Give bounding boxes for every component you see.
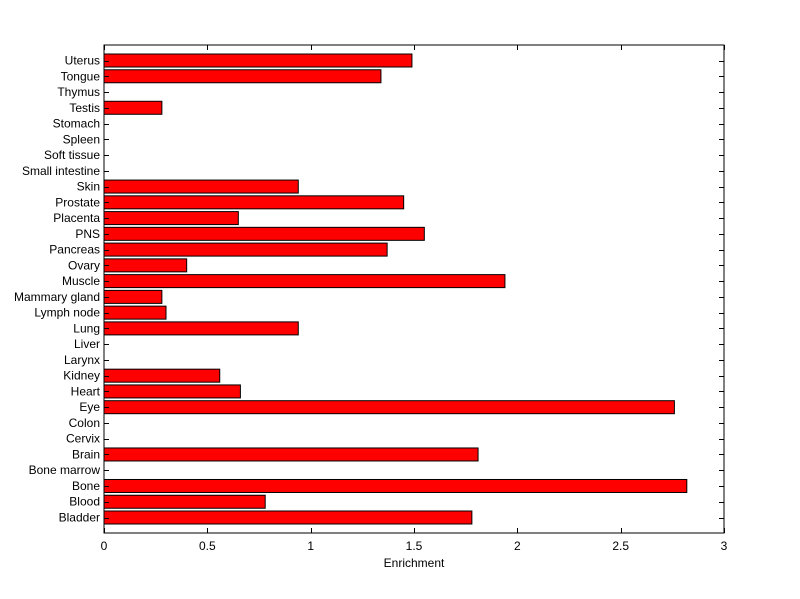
y-tick-label: Colon: [69, 416, 100, 430]
y-tick-label: Prostate: [55, 195, 100, 209]
y-tick-label: Tongue: [61, 69, 101, 83]
x-tick-label: 1: [307, 539, 314, 553]
bar-lung: [103, 321, 299, 336]
y-tick-label: Kidney: [63, 369, 100, 383]
y-tick-label: Liver: [74, 337, 100, 351]
bar-tongue: [103, 69, 382, 84]
bar-bladder: [103, 510, 473, 525]
y-tick-label: Pancreas: [49, 243, 100, 257]
bar-uterus: [103, 53, 413, 68]
bar-brain: [103, 447, 479, 462]
y-tick-label: Ovary: [68, 258, 100, 272]
y-tick-label: Larynx: [64, 353, 100, 367]
y-tick-label: Skin: [77, 180, 100, 194]
bar-muscle: [103, 274, 506, 289]
bar-ovary: [103, 258, 188, 273]
y-tick-label: Stomach: [53, 117, 100, 131]
x-ticks-group: 0 0.5 1 1.5 2 2.5 3: [101, 45, 728, 553]
y-tick-label: Blood: [69, 495, 100, 509]
bar-lymph-node: [103, 305, 167, 320]
bar-testis: [103, 100, 163, 115]
bar-blood: [103, 494, 266, 509]
y-tick-label: PNS: [75, 227, 100, 241]
y-tick-label: Uterus: [65, 54, 100, 68]
bar-skin: [103, 179, 299, 194]
y-tick-label: Soft tissue: [44, 148, 100, 162]
y-tick-label: Brain: [72, 447, 100, 461]
y-tick-label: Lung: [73, 321, 100, 335]
bar-eye: [103, 400, 675, 415]
bar-placenta: [103, 211, 239, 226]
bar-heart: [103, 384, 241, 399]
y-tick-label: Spleen: [63, 132, 100, 146]
y-tick-label: Lymph node: [34, 306, 100, 320]
x-tick-label: 0: [101, 539, 108, 553]
y-tick-label: Muscle: [62, 274, 100, 288]
bar-mammary-gland: [103, 289, 163, 304]
x-axis-label: Enrichment: [384, 556, 445, 570]
y-tick-label: Small intestine: [22, 164, 100, 178]
y-tick-label: Placenta: [53, 211, 100, 225]
bar-prostate: [103, 195, 405, 210]
y-tick-label: Bladder: [59, 511, 100, 525]
y-tick-label: Bone: [72, 479, 100, 493]
y-tick-label: Mammary gland: [14, 290, 100, 304]
y-tick-label: Thymus: [57, 85, 100, 99]
y-tick-label: Heart: [71, 384, 101, 398]
plot-frame: [103, 44, 725, 534]
x-tick-label: 2: [514, 539, 521, 553]
bar-pancreas: [103, 242, 388, 257]
x-tick-label: 1.5: [406, 539, 423, 553]
y-tick-label: Cervix: [66, 432, 100, 446]
bar-bone: [103, 478, 688, 493]
bar-pns: [103, 226, 425, 241]
x-tick-label: 0.5: [199, 539, 216, 553]
x-tick-label: 3: [721, 539, 728, 553]
y-tick-label: Bone marrow: [29, 463, 101, 477]
bar-kidney: [103, 368, 221, 383]
x-tick-label: 2.5: [612, 539, 629, 553]
y-tick-label: Testis: [69, 101, 100, 115]
y-tick-label: Eye: [79, 400, 100, 414]
